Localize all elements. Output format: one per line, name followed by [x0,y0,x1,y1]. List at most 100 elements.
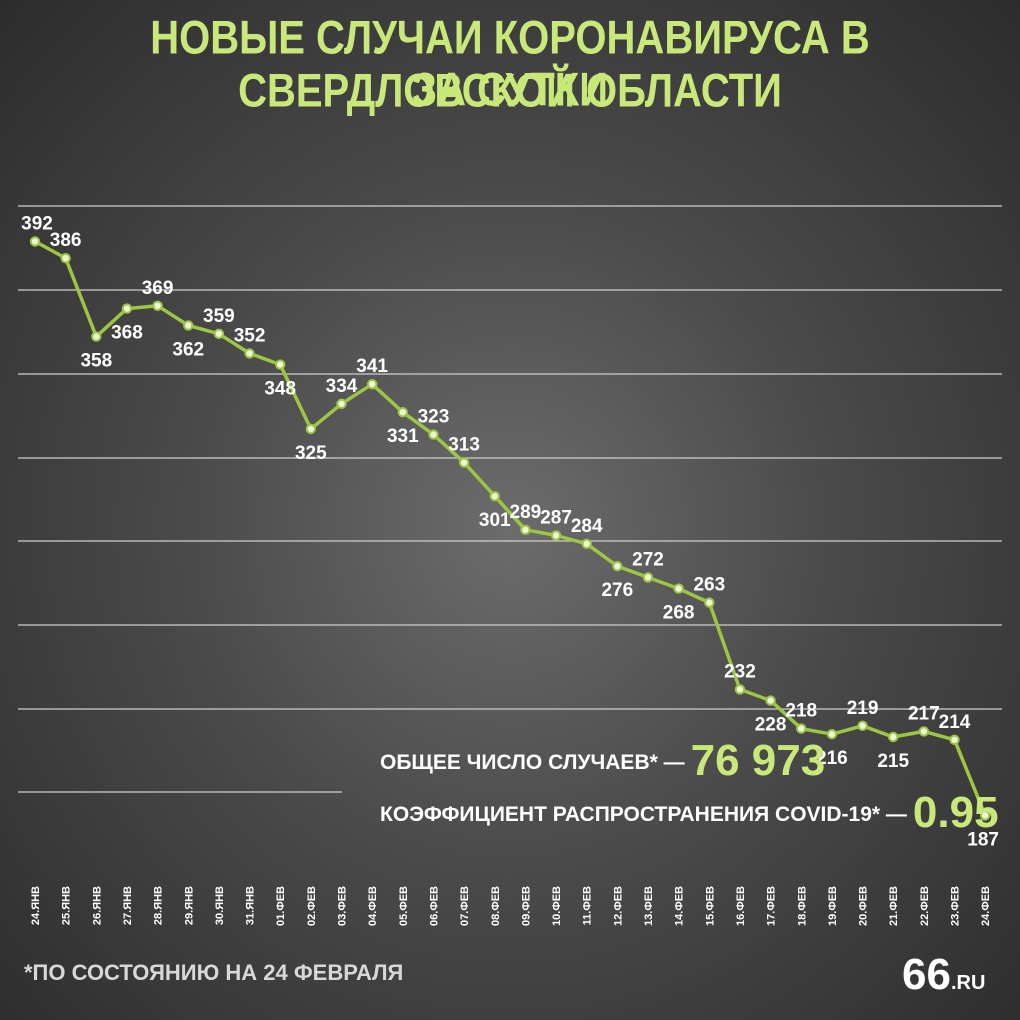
data-point [305,423,317,435]
data-point [704,597,715,608]
data-label: 284 [571,516,603,537]
x-tick-label: 23.ФЕВ [950,886,962,926]
data-point [734,684,746,695]
data-point [91,331,102,342]
x-tick-label: 26.ЯНВ [91,886,103,925]
data-label: 214 [939,712,971,733]
total-cases-label: ОБЩЕЕ ЧИСЛО СЛУЧАЕВ* — [380,751,685,774]
chart-title-line1: НОВЫЕ СЛУЧАИ КОРОНАВИРУСА В СВЕРДЛОВСКОЙ… [150,12,870,118]
data-points [29,236,991,821]
x-tick-label: 22.ФЕВ [919,886,931,926]
x-tick-label: 02.ФЕВ [306,886,318,926]
x-tick-label: 24.ФЕВ [980,886,992,926]
data-point [366,379,378,390]
x-tick-label: 04.ФЕВ [367,886,379,926]
data-point [857,720,868,731]
spread-coefficient-label: КОЭФФИЦИЕНТ РАСПРОСТРАНЕНИЯ COVID-19* — [380,803,907,826]
x-tick-label: 29.ЯНВ [183,886,195,925]
data-point [60,253,71,264]
data-label: 218 [785,701,817,722]
x-tick-label: 10.ФЕВ [551,886,563,926]
data-label: 272 [632,549,664,570]
data-point [458,457,470,468]
x-tick-label: 31.ЯНВ [245,886,257,925]
total-cases-stat: ОБЩЕЕ ЧИСЛО СЛУЧАЕВ* —76 973 [380,736,825,786]
x-tick-label: 15.ФЕВ [704,886,716,926]
data-label: 301 [479,510,511,531]
x-tick-label: 21.ФЕВ [888,886,900,926]
x-tick-label: 03.ФЕВ [337,886,349,926]
data-label: 362 [172,339,204,360]
x-tick-label: 24.ЯНВ [30,886,42,925]
x-tick-label: 07.ФЕВ [459,886,471,926]
spread-coefficient-value: 0.95 [912,788,999,837]
data-point [765,695,776,706]
data-label: 352 [234,325,266,346]
grid-lines [18,205,1002,793]
data-point [979,810,991,821]
data-point [888,731,899,743]
data-label: 323 [418,407,450,428]
data-label: 368 [111,323,143,344]
data-label: 392 [21,213,53,234]
data-label: 287 [540,507,572,528]
footnote: *ПО СОСТОЯНИЮ НА 24 ФЕВРАЛЯ [24,960,404,985]
x-tick-label: 18.ФЕВ [796,886,808,926]
site-logo: 66.RU [902,950,985,1000]
x-tick-label: 13.ФЕВ [643,886,655,926]
data-label: 325 [295,443,327,464]
total-cases-value: 76 973 [690,736,826,785]
data-point [550,530,562,541]
data-label: 358 [80,351,112,372]
x-tick-label: 16.ФЕВ [735,886,747,926]
data-label: 215 [877,751,909,772]
data-label: 219 [847,698,879,719]
data-label: 369 [142,278,174,299]
data-point [275,359,286,370]
data-label: 232 [724,661,756,682]
x-tick-label: 30.ЯНВ [214,886,226,925]
data-point [336,398,347,409]
x-tick-label: 08.ФЕВ [490,886,502,926]
data-point [121,303,133,314]
data-point [673,583,684,594]
data-point [796,723,807,734]
data-label: 187 [967,829,999,850]
x-tick-label: 28.ЯНВ [153,886,165,925]
x-tick-label: 06.ФЕВ [428,886,440,926]
data-label: 341 [356,356,388,377]
x-tick-label: 09.ФЕВ [520,886,532,926]
logo-domain: .RU [950,972,986,994]
data-label: 228 [755,715,787,736]
data-point [489,491,500,502]
data-label: 348 [264,379,296,400]
data-point [29,236,41,247]
data-point [397,407,408,418]
chart-title-line2: ЗА СУТКИ [412,64,608,116]
data-label: 268 [663,603,695,624]
x-tick-label: 12.ФЕВ [612,886,624,926]
data-label: 386 [50,230,82,251]
data-point [949,734,960,745]
data-label: 289 [510,502,542,523]
data-point [612,561,623,572]
spread-coefficient-stat: КОЭФФИЦИЕНТ РАСПРОСТРАНЕНИЯ COVID-19* —0… [380,788,999,838]
x-tick-label: 19.ФЕВ [827,886,839,926]
x-tick-label: 05.ФЕВ [398,886,410,926]
data-point [428,429,439,440]
data-point [642,572,654,583]
data-label: 359 [203,306,235,327]
x-tick-label: 17.ФЕВ [766,886,778,926]
data-label: 216 [816,748,848,769]
data-point [183,320,194,331]
x-tick-label: 25.ЯНВ [61,886,73,925]
data-point [244,348,255,359]
data-point [581,538,592,549]
data-labels: 3923863583683693623593523483253343413313… [21,213,999,850]
x-tick-label: 11.ФЕВ [582,886,594,925]
x-tick-labels: 24.ЯНВ 25.ЯНВ 26.ЯНВ 27.ЯНВ 28.ЯНВ 29.ЯНВ 30.Я… [30,886,992,926]
x-tick-label: 27.ЯНВ [122,886,134,925]
data-point [918,726,930,737]
data-label: 313 [448,435,480,456]
